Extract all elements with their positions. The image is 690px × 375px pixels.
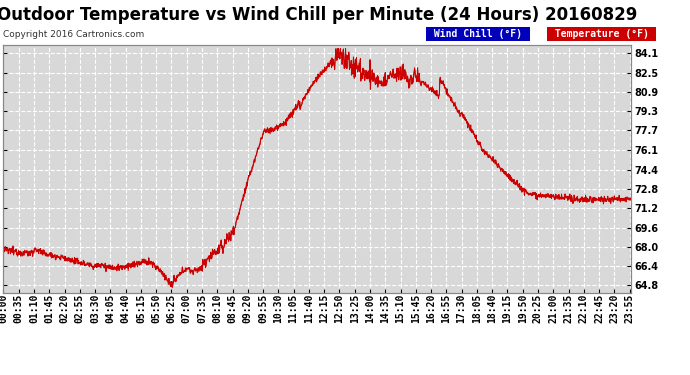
Text: Temperature (°F): Temperature (°F) (549, 29, 654, 39)
Text: Outdoor Temperature vs Wind Chill per Minute (24 Hours) 20160829: Outdoor Temperature vs Wind Chill per Mi… (0, 6, 638, 24)
Text: Wind Chill (°F): Wind Chill (°F) (428, 29, 528, 39)
Text: Copyright 2016 Cartronics.com: Copyright 2016 Cartronics.com (3, 30, 145, 39)
